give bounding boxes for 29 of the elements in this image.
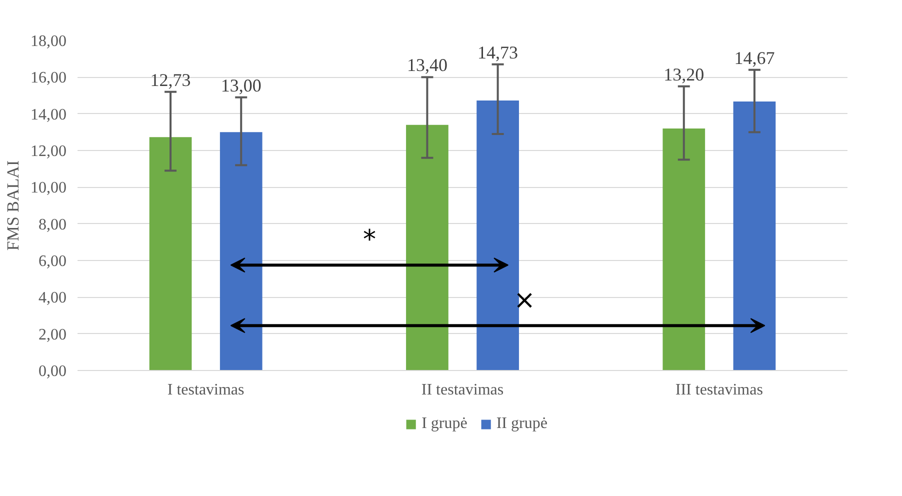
bar (476, 100, 519, 370)
data-label: 14,67 (734, 48, 775, 68)
bar (220, 132, 262, 370)
y-tick-label: 2,00 (38, 326, 66, 344)
annotation: * (362, 225, 376, 256)
y-tick-label: 18,00 (30, 33, 66, 50)
data-label: 12,73 (150, 70, 191, 90)
y-tick-label: 8,00 (38, 216, 66, 234)
data-label: 13,40 (406, 55, 448, 76)
x-tick-label: III testavimas (675, 382, 763, 398)
y-tick-label: 16,00 (30, 70, 66, 87)
y-tick-label: 6,00 (38, 253, 66, 270)
bar (149, 137, 192, 370)
y-tick-label: 10,00 (30, 180, 66, 197)
y-axis-title: FMS BALAI (4, 160, 22, 251)
data-label: 13,20 (664, 64, 704, 84)
y-tick-label: 14,00 (30, 106, 66, 124)
x-tick-label: II testavimas (421, 382, 504, 398)
data-label: 13,00 (220, 75, 262, 96)
bar (406, 124, 448, 370)
legend-label: II grupė (496, 414, 548, 432)
y-tick-label: 0,00 (38, 363, 66, 380)
y-tick-label: 4,00 (38, 290, 66, 307)
bar (662, 128, 706, 370)
legend-label: I grupė (422, 414, 468, 432)
bar (733, 102, 776, 370)
data-label: 14,73 (478, 42, 518, 62)
y-tick-label: 12,00 (30, 143, 66, 160)
x-tick-label: I testavimas (167, 382, 244, 398)
